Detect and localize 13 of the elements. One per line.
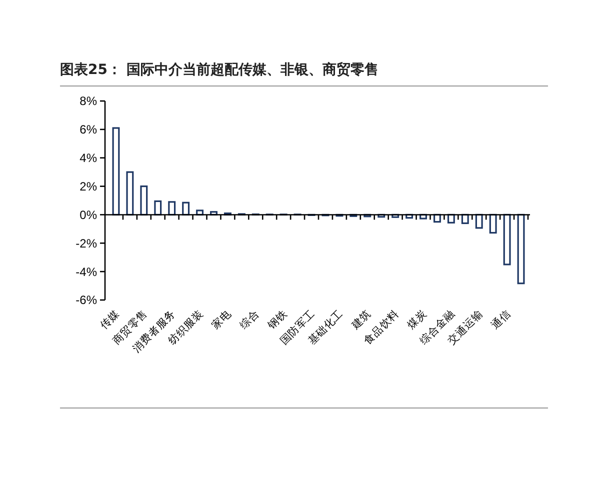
x-tick-label: 煤炭 <box>404 306 430 332</box>
y-tick-label: 0% <box>80 208 98 222</box>
y-tick-label: -6% <box>76 293 98 308</box>
chart-title: 图表25： 国际中介当前超配传媒、非银、商贸零售 <box>60 61 378 78</box>
x-tick-label: 通信 <box>488 306 514 332</box>
y-tick-label: -4% <box>76 264 98 279</box>
y-tick-label: 2% <box>80 179 98 194</box>
x-tick-label: 家电 <box>209 306 234 332</box>
x-tick-label: 综合 <box>237 306 262 332</box>
y-tick-label: 6% <box>80 122 98 137</box>
y-tick-label: -2% <box>76 236 98 250</box>
y-tick-label: 4% <box>80 151 98 166</box>
y-tick-label: 8% <box>80 94 98 108</box>
